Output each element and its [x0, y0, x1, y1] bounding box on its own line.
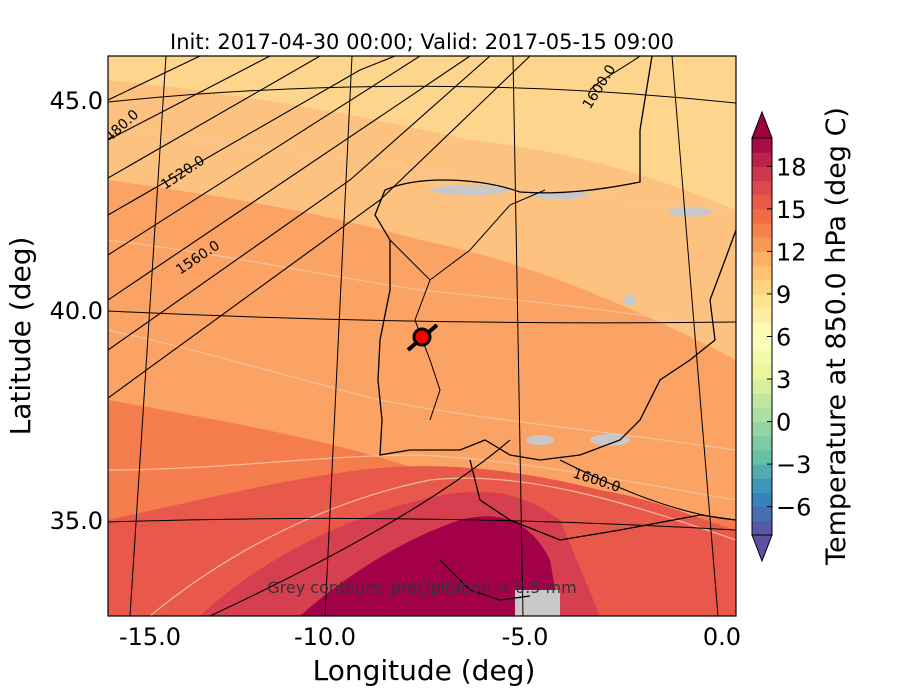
- colorbar-segment: [752, 407, 772, 423]
- colorbar-segment: [752, 293, 772, 309]
- colorbar: [751, 110, 773, 563]
- colorbar-segment: [752, 237, 772, 252]
- borders: [389, 189, 546, 421]
- x-tick-label: 0.0: [703, 623, 741, 651]
- colorbar-segment: [752, 464, 772, 479]
- y-tick-label: 40.0: [50, 297, 103, 325]
- colorbar-tick-label: 15: [776, 196, 807, 224]
- colorbar-tick-label: 12: [776, 238, 807, 266]
- map-frame: [107, 55, 737, 617]
- colorbar-segment: [752, 265, 772, 281]
- colorbar-segment: [752, 520, 772, 536]
- map-panel: 1480.0 1520.0 1560.0 1600.0 1600.0 Grey …: [108, 56, 736, 616]
- height-contours: [108, 56, 736, 616]
- colorbar-tick-label: 3: [776, 366, 791, 394]
- colorbar-segment: [752, 279, 772, 295]
- colorbar-segment: [752, 421, 772, 437]
- colorbar-tick-label: 6: [776, 324, 791, 352]
- colorbar-segment: [752, 506, 772, 522]
- colorbar-segment: [752, 166, 772, 182]
- colorbar-segment: [752, 350, 772, 366]
- colorbar-tick-label: −6: [776, 494, 811, 522]
- colorbar-segment: [752, 308, 772, 323]
- colorbar-segment: [752, 208, 772, 224]
- colorbar-segment: [752, 138, 772, 153]
- y-tick-label: 35.0: [50, 507, 103, 535]
- hottest-band: [300, 516, 560, 616]
- colorbar-tick-label: 18: [776, 153, 807, 181]
- colorbar-segment: [752, 322, 772, 337]
- precipitation-note: Grey contours: precipitation > 0.5 mm: [267, 578, 576, 597]
- colorbar-segment: [752, 492, 772, 508]
- y-tick-labels: 45.0 40.0 35.0: [50, 87, 103, 535]
- colorbar-segment: [752, 379, 772, 394]
- colorbar-label: Temperature at 850.0 hPa (deg C): [821, 107, 852, 566]
- colorbar-segment: [752, 194, 772, 210]
- location-marker: [406, 323, 439, 352]
- colorbar-segment: [752, 478, 772, 493]
- x-tick-label: -10.0: [294, 623, 356, 651]
- x-axis-label: Longitude (deg): [313, 654, 536, 687]
- colorbar-segment: [752, 223, 772, 238]
- colorbar-segment: [752, 251, 772, 267]
- colorbar-extend-min: [751, 534, 773, 563]
- y-tick-label: 45.0: [50, 87, 103, 115]
- colorbar-segment: [752, 435, 772, 451]
- colorbar-tick-label: 0: [776, 409, 791, 437]
- colorbar-segment: [752, 393, 772, 408]
- x-tick-labels: -15.0 -10.0 -5.0 0.0: [119, 623, 741, 651]
- cool-band-north: [108, 56, 736, 210]
- y-axis-label: Latitude (deg): [4, 237, 37, 436]
- colorbar-extend-max: [751, 110, 773, 139]
- colorbar-segment: [752, 449, 772, 465]
- colorbar-segment: [752, 180, 772, 196]
- colorbar-segment: [752, 152, 772, 167]
- x-tick-label: -5.0: [502, 623, 549, 651]
- plot-title: Init: 2017-04-30 00:00; Valid: 2017-05-1…: [170, 30, 674, 54]
- x-tick-label: -15.0: [119, 623, 181, 651]
- colorbar-segment: [752, 336, 772, 352]
- colorbar-ticks: 18 15 12 9 6 3 0 −3 −6: [767, 153, 811, 522]
- colorbar-segment: [752, 364, 772, 380]
- colorbar-tick-label: 9: [776, 281, 791, 309]
- coastline: [374, 56, 736, 601]
- colorbar-tick-label: −3: [776, 451, 811, 479]
